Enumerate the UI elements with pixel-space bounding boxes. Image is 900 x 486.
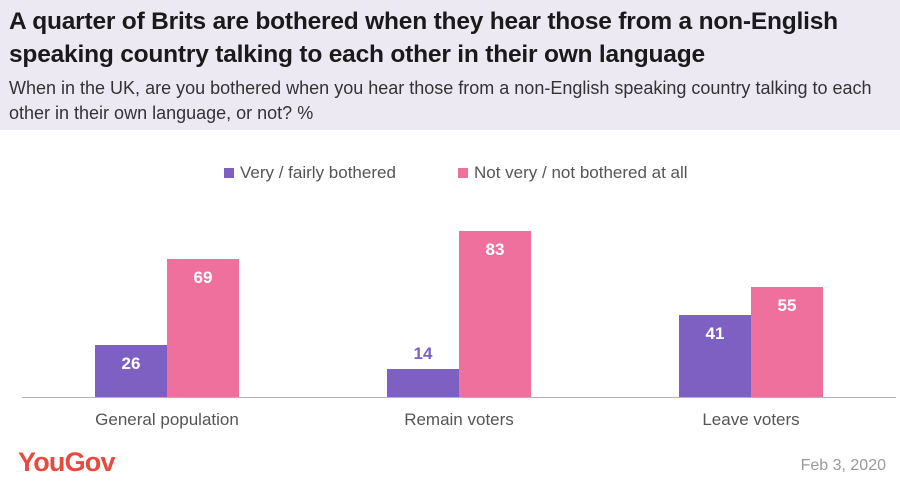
bar-bothered (679, 315, 751, 397)
yougov-logo: YouGov (18, 447, 116, 477)
x-tick-label: General population (95, 410, 239, 429)
chart-subtitle: When in the UK, are you bothered when yo… (9, 78, 872, 123)
bar-chart: 26 69 General population 14 83 Remain voters 4… (22, 231, 896, 429)
bar-bothered (387, 369, 459, 397)
legend-item-very-fairly-bothered: Very / fairly bothered (224, 163, 396, 183)
legend-swatch (458, 168, 468, 178)
data-label: 26 (122, 354, 141, 373)
legend-item-not-bothered: Not very / not bothered at all (458, 163, 688, 183)
data-label: 69 (194, 268, 213, 287)
data-label: 14 (414, 344, 433, 363)
bar-not-bothered (751, 287, 823, 397)
bar-not-bothered (459, 231, 531, 397)
x-tick-label: Leave voters (702, 410, 799, 429)
data-label: 41 (706, 324, 725, 343)
x-tick-label: Remain voters (404, 410, 514, 429)
bar-bothered (95, 345, 167, 397)
legend: Very / fairly bothered Not very / not bo… (0, 163, 900, 187)
chart-title: A quarter of Brits are bothered when the… (9, 8, 838, 68)
legend-label: Not very / not bothered at all (474, 163, 688, 182)
bar-not-bothered (167, 259, 239, 397)
header-band: A quarter of Brits are bothered when the… (0, 0, 900, 130)
legend-swatch (224, 168, 234, 178)
data-label: 83 (486, 240, 505, 259)
data-label: 55 (778, 296, 797, 315)
publish-date: Feb 3, 2020 (800, 457, 886, 474)
legend-label: Very / fairly bothered (240, 163, 396, 182)
